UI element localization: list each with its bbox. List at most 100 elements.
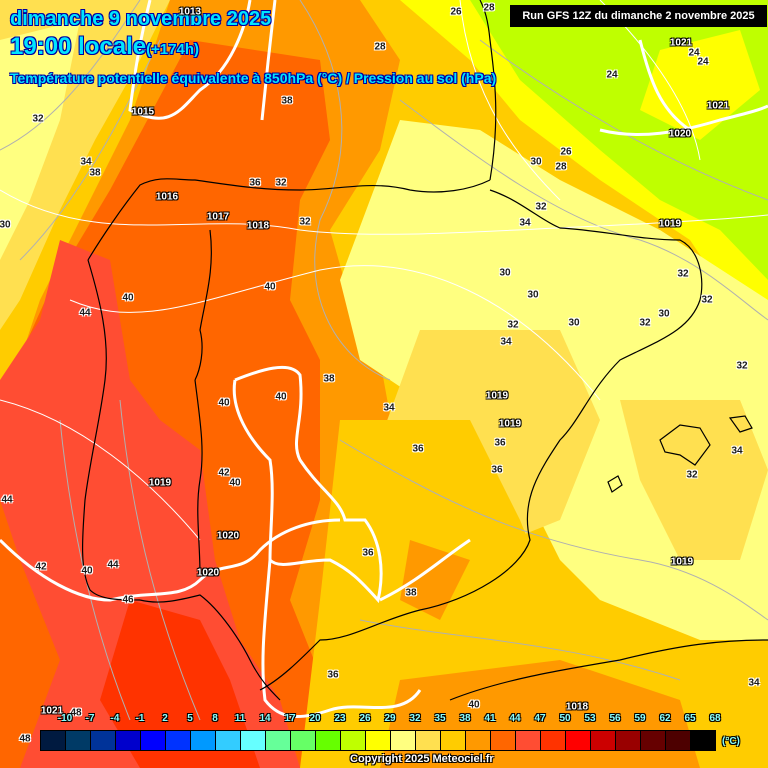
legend-swatch [516,731,541,750]
legend-swatch [341,731,366,750]
legend-tick: 65 [684,713,696,724]
forecast-lead-time: (+174h) [146,41,200,58]
legend-swatch [366,731,391,750]
pressure-label: 1018 [246,220,270,232]
pressure-label: 1020 [216,530,240,542]
temperature-label: 32 [639,317,651,329]
legend-unit: (°C) [722,736,740,747]
legend-tick: 53 [584,713,596,724]
pressure-label: 1020 [196,567,220,579]
pressure-label: 1019 [658,218,682,230]
legend-tick: 38 [459,713,471,724]
legend-tick: 35 [434,713,446,724]
legend-swatch [141,731,166,750]
temperature-label: 32 [299,216,311,228]
legend-tick: 44 [509,713,521,724]
temperature-label: 36 [494,437,506,449]
pressure-label: 1020 [668,128,692,140]
copyright: Copyright 2025 Meteociel.fr [350,753,494,765]
pressure-label: 1015 [131,106,155,118]
legend-swatch [641,731,666,750]
temperature-label: 40 [264,281,276,293]
pressure-label: 1019 [670,556,694,568]
temperature-label: 34 [80,156,92,168]
legend-swatch [691,731,715,750]
legend-tick: -7 [85,713,95,724]
temperature-label: 30 [568,317,580,329]
legend-swatch [666,731,691,750]
legend-tick: 14 [259,713,271,724]
temperature-label: 38 [89,167,101,179]
legend-swatch [266,731,291,750]
legend-swatch [416,731,441,750]
pressure-label: 1021 [706,100,730,112]
temperature-label: 34 [383,402,395,414]
temperature-label: 32 [32,113,44,125]
temperature-label: 30 [527,289,539,301]
temperature-label: 32 [677,268,689,280]
temperature-label: 38 [281,95,293,107]
temperature-label: 28 [555,161,567,173]
temperature-label: 34 [748,677,760,689]
temperature-label: 26 [560,146,572,158]
legend-swatch [591,731,616,750]
temperature-label: 38 [323,373,335,385]
temperature-label: 36 [412,443,424,455]
legend-swatch [616,731,641,750]
pressure-label: 1021 [40,705,64,717]
legend-swatch [291,731,316,750]
temperature-label: 26 [450,6,462,18]
legend-tick: 62 [659,713,671,724]
temperature-label: 24 [688,47,700,59]
legend-tick: 17 [284,713,296,724]
pressure-label: 1013 [178,6,202,18]
legend-tick: 20 [309,713,321,724]
temperature-label: 36 [249,177,261,189]
temperature-label: 48 [19,733,31,745]
temperature-label: 36 [491,464,503,476]
temperature-label: 40 [122,292,134,304]
color-legend [40,730,716,751]
legend-tick: 41 [484,713,496,724]
temperature-label: 34 [519,217,531,229]
legend-tick: 50 [559,713,571,724]
legend-swatch [391,731,416,750]
pressure-label: 1019 [498,418,522,430]
model-run-badge: Run GFS 12Z du dimanche 2 novembre 2025 [510,5,767,27]
temperature-label: 34 [500,336,512,348]
temperature-label: 40 [81,565,93,577]
legend-swatch [441,731,466,750]
forecast-date: dimanche 9 novembre 2025 [10,8,272,30]
legend-swatch [41,731,66,750]
pressure-label: 1021 [669,37,693,49]
legend-tick: -1 [135,713,145,724]
temperature-label: 44 [1,494,13,506]
temperature-label: 30 [499,267,511,279]
legend-swatch [466,731,491,750]
temperature-label: 32 [701,294,713,306]
legend-swatch [91,731,116,750]
legend-swatch [241,731,266,750]
temperature-label: 34 [731,445,743,457]
temperature-label: 36 [362,547,374,559]
legend-swatch [166,731,191,750]
legend-tick: -4 [110,713,120,724]
legend-swatch [66,731,91,750]
legend-swatch [116,731,141,750]
temperature-label: 40 [218,397,230,409]
pressure-label: 1018 [565,701,589,713]
legend-swatch [191,731,216,750]
temperature-label: 44 [79,307,91,319]
legend-tick: 5 [187,713,193,724]
temperature-label: 36 [327,669,339,681]
temperature-label: 24 [697,56,709,68]
legend-tick: 23 [334,713,346,724]
legend-swatch [316,731,341,750]
legend-swatch [541,731,566,750]
temperature-label: 28 [483,2,495,14]
temperature-label: 32 [535,201,547,213]
forecast-time: 19:00 locale(+174h) [10,33,199,61]
legend-tick: 2 [162,713,168,724]
temperature-label: 42 [218,467,230,479]
temperature-label: 30 [658,308,670,320]
